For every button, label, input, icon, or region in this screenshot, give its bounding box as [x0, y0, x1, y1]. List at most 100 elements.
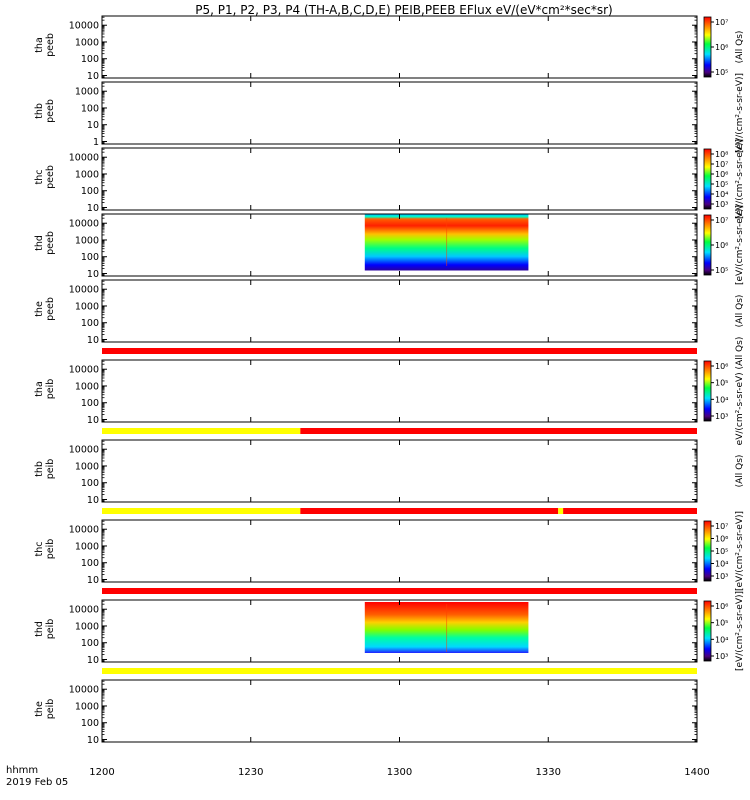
colorbar-label: eV/(cm²-s-sr-eV) (All Qs): [735, 337, 745, 446]
panel-tha-peeb: 10 100 1000 10000 tha peeb 10⁵ 10⁶ 10⁷ (All Qs): [34, 15, 745, 82]
y-tick-label: 1000: [75, 541, 99, 552]
colorbar-tick-label: 10⁵: [715, 619, 728, 628]
panel-tha-peib: 10 100 1000 10000 tha peib 10³ 10⁴ 10⁵ 10⁶ eV/(cm²…: [34, 337, 745, 446]
y-tick-label: 1000: [75, 621, 99, 632]
x-tick-label: 1300: [387, 767, 412, 778]
panel-thb-peib: 10 100 1000 10000 thb peib (All Qs): [34, 439, 745, 514]
colorbar-tick-label: 10⁵: [715, 266, 728, 275]
status-bar-segment: [102, 668, 697, 674]
panel-frame: [101, 15, 698, 79]
y-tick-label: 10000: [69, 285, 99, 296]
y-tick-label: 1000: [75, 461, 99, 472]
colorbar: [703, 214, 712, 276]
y-tick-label: 10000: [69, 685, 99, 696]
colorbar-label: (All Qs): [735, 31, 745, 64]
colorbar-label: [eV/(cm²-s-sr-eV)]: [735, 511, 745, 591]
y-tick-label: 100: [81, 638, 99, 649]
y-tick-label: 10000: [69, 445, 99, 456]
status-bar-segment: [300, 428, 697, 434]
y-tick-label: 100: [81, 478, 99, 489]
colorbar-tick-label: 10⁵: [715, 379, 728, 388]
colorbar: [703, 600, 712, 662]
panel-label-instrument: peib: [45, 459, 56, 480]
panel-frame: [101, 147, 698, 211]
panel-background: [102, 280, 697, 342]
y-tick-label: 100: [81, 398, 99, 409]
colorbar-tick-label: 10⁴: [715, 190, 728, 199]
y-tick-label: 1000: [75, 301, 99, 312]
y-tick-label: 1000: [75, 381, 99, 392]
colorbar-tick-label: 10³: [715, 652, 728, 661]
colorbar-tick-label: 10⁶: [715, 362, 728, 371]
panel-label-instrument: peib: [45, 619, 56, 640]
panel-label-instrument: peeb: [45, 297, 56, 321]
y-tick-label: 10: [87, 575, 99, 586]
y-tick-label: 10000: [69, 525, 99, 536]
panel-label-probe: tha: [34, 381, 45, 397]
y-tick-label: 1000: [75, 37, 99, 48]
panel-label-instrument: peeb: [45, 165, 56, 189]
x-axis-row-label-2: 2019 Feb 05: [6, 777, 68, 788]
panel-background: [102, 440, 697, 502]
colorbar-label: (All Qs): [735, 295, 745, 328]
colorbar-tick-label: 10⁵: [715, 547, 728, 556]
panel-background: [102, 16, 697, 78]
colorbar-tick-label: 10⁵: [715, 180, 728, 189]
panel-the-peeb: 10 100 1000 10000 the peeb (All Qs): [34, 279, 745, 354]
y-tick-label: 1000: [75, 235, 99, 246]
colorbar-tick-label: 10⁵: [715, 68, 728, 77]
status-bar-segment: [300, 508, 559, 514]
colorbar-tick-label: 10³: [715, 572, 728, 581]
panel-label-instrument: peeb: [45, 33, 56, 57]
panel-thb-peeb: 1 10 100 1000 thb peeb [eV/(cm²-s-sr-eV)]: [34, 73, 745, 153]
y-tick-label: 100: [81, 718, 99, 729]
panel-label-probe: the: [34, 301, 45, 317]
colorbar-tick-label: 10⁶: [715, 241, 728, 250]
y-tick-label: 1000: [75, 701, 99, 712]
y-tick-label: 100: [81, 186, 99, 197]
colorbar-label: [eV/(cm²-s-sr-eV)]: [735, 73, 745, 153]
y-tick-label: 1000: [75, 169, 99, 180]
panel-frame: [101, 213, 698, 277]
colorbar-tick-label: 10⁴: [715, 395, 728, 404]
y-tick-label: 10: [87, 203, 99, 214]
x-axis-row-label-1: hhmm: [6, 765, 38, 776]
panel-label-probe: thb: [34, 461, 45, 477]
panel-label-probe: thb: [34, 103, 45, 119]
colorbar-tick-label: 10⁷: [715, 216, 728, 225]
y-tick-label: 10000: [69, 153, 99, 164]
x-tick-label: 1230: [238, 767, 263, 778]
panel-background: [102, 82, 697, 144]
colorbar-tick-label: 10⁶: [715, 602, 728, 611]
colorbar-tick-label: 10⁶: [715, 535, 728, 544]
status-bar-segment: [102, 348, 697, 354]
colorbar-label: (All Qs): [735, 455, 745, 488]
panel-label-probe: thd: [34, 621, 45, 637]
panel-background: [102, 360, 697, 422]
y-tick-label: 100: [81, 103, 99, 114]
panel-label-instrument: peib: [45, 539, 56, 560]
x-axis: hhmm 2019 Feb 05 1200 1230 1300 1330 1400: [6, 765, 710, 788]
panel-background: [102, 520, 697, 582]
panel-label-probe: thc: [34, 542, 45, 557]
panel-label-probe: the: [34, 701, 45, 717]
panel-label-instrument: peeb: [45, 99, 56, 123]
colorbar: [703, 16, 712, 78]
y-tick-label: 10000: [69, 219, 99, 230]
panel-frame: [101, 599, 698, 663]
colorbar-tick-label: 10⁴: [715, 635, 728, 644]
y-tick-label: 100: [81, 54, 99, 65]
panel-thc-peib: 10 100 1000 10000 thc peib 10³ 10⁴ 10⁵ 10⁶ 10⁷ [eV/…: [34, 511, 745, 594]
panel-frame: [101, 519, 698, 583]
status-bar-segment: [558, 508, 564, 514]
colorbar-tick-label: 10⁷: [715, 522, 728, 531]
colorbar: [703, 360, 712, 422]
status-bar-segment: [102, 508, 301, 514]
y-tick-label: 10000: [69, 21, 99, 32]
y-tick-label: 100: [81, 252, 99, 263]
colorbar-tick-label: 10⁸: [715, 150, 728, 159]
y-tick-label: 100: [81, 558, 99, 569]
colorbar-label: [eV/(cm²-s-sr-eV)]: [735, 591, 745, 671]
